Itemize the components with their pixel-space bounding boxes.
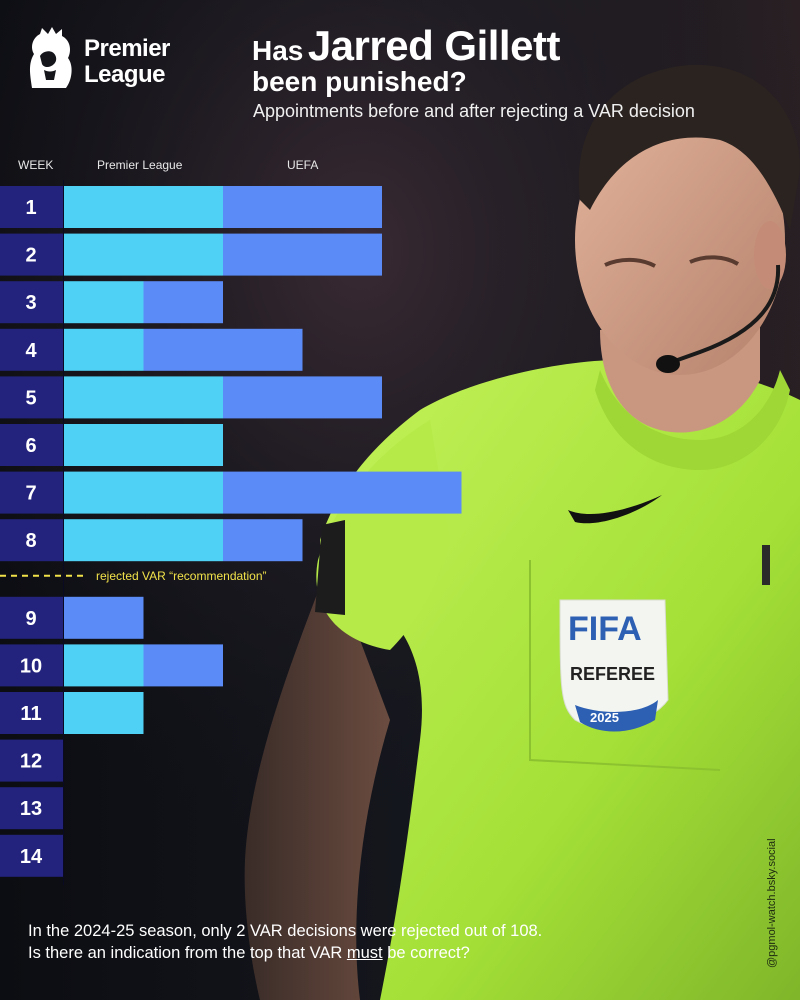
- premier-league-bar-6: [64, 424, 223, 466]
- footer-line2-end: be correct?: [382, 944, 470, 962]
- week-box-9: [0, 596, 63, 639]
- week-box-4: [0, 328, 63, 371]
- uefa-bar-5: [223, 376, 382, 419]
- premier-league-bar-11: [64, 692, 144, 734]
- footer-line2-start: Is there an indication from the top that…: [28, 944, 347, 962]
- week-header: WEEK: [18, 158, 54, 172]
- week-label-14: 14: [20, 846, 43, 868]
- premier-league-bar-3: [64, 281, 144, 324]
- title-prefix: Has: [252, 35, 304, 66]
- rejection-marker-label: rejected VAR “recommendation”: [96, 569, 267, 583]
- premier-league-bar-1: [64, 186, 223, 228]
- premier-league-header: Premier League: [97, 158, 183, 172]
- premier-league-bar-7: [64, 471, 223, 514]
- week-label-3: 3: [25, 292, 36, 314]
- week-box-7: [0, 471, 63, 514]
- footer-line1: In the 2024-25 season, only 2 VAR decisi…: [28, 922, 543, 940]
- premier-league-bar-10: [64, 644, 144, 687]
- week-box-12: [0, 739, 63, 782]
- uefa-bar-8: [223, 519, 303, 562]
- uefa-bar-4: [143, 328, 303, 371]
- week-box-8: [0, 519, 63, 562]
- week-box-14: [0, 834, 63, 877]
- week-label-12: 12: [20, 751, 42, 773]
- week-box-3: [0, 281, 63, 324]
- lion-crest-icon: [30, 27, 72, 88]
- title-name: Jarred Gillett: [307, 22, 561, 69]
- week-label-7: 7: [25, 483, 36, 505]
- week-box-11: [0, 692, 63, 734]
- uefa-bar-3: [143, 281, 223, 324]
- week-box-10: [0, 644, 63, 687]
- page-title: Has Jarred Gillett: [252, 22, 560, 70]
- week-label-8: 8: [25, 530, 36, 552]
- week-box-13: [0, 787, 63, 830]
- premier-league-bar-4: [64, 328, 144, 371]
- page-subtitle: Appointments before and after rejecting …: [253, 101, 695, 121]
- title-line2: been punished?: [252, 66, 467, 97]
- brand-line2: League: [84, 61, 166, 88]
- week-label-13: 13: [20, 798, 42, 820]
- premier-league-bar-2: [64, 233, 223, 276]
- premier-league-bar-8: [64, 519, 223, 562]
- week-box-2: [0, 233, 63, 276]
- credit-handle: @pgmol-watch.bsky.social: [766, 838, 778, 968]
- week-label-11: 11: [20, 703, 41, 725]
- brand-line1: Premier: [84, 35, 170, 62]
- premier-league-logo: Premier League: [22, 26, 192, 96]
- week-label-1: 1: [25, 197, 36, 219]
- svg-text:2025: 2025: [590, 710, 619, 725]
- week-box-6: [0, 424, 63, 466]
- premier-league-bar-5: [64, 376, 223, 419]
- week-label-10: 10: [20, 655, 42, 677]
- uefa-bar-7: [223, 471, 462, 514]
- week-box-1: [0, 186, 63, 228]
- uefa-bar-10: [143, 644, 223, 687]
- footer-emphasis: must: [346, 944, 383, 962]
- week-label-5: 5: [25, 387, 36, 409]
- week-label-6: 6: [25, 435, 36, 457]
- premier-league-wordmark: Premier League: [84, 36, 170, 88]
- week-label-2: 2: [25, 245, 36, 267]
- uefa-bar-9: [64, 596, 144, 639]
- uefa-bar-2: [223, 233, 382, 276]
- uefa-header: UEFA: [287, 158, 319, 172]
- footer-text: In the 2024-25 season, only 2 VAR decisi…: [28, 920, 542, 964]
- uefa-bar-1: [223, 186, 382, 228]
- week-label-4: 4: [25, 340, 37, 362]
- week-label-9: 9: [25, 608, 36, 630]
- week-box-5: [0, 376, 63, 419]
- footer-line2: Is there an indication from the top that…: [28, 942, 542, 964]
- svg-text:REFEREE: REFEREE: [570, 664, 655, 684]
- svg-text:FIFA: FIFA: [568, 610, 642, 648]
